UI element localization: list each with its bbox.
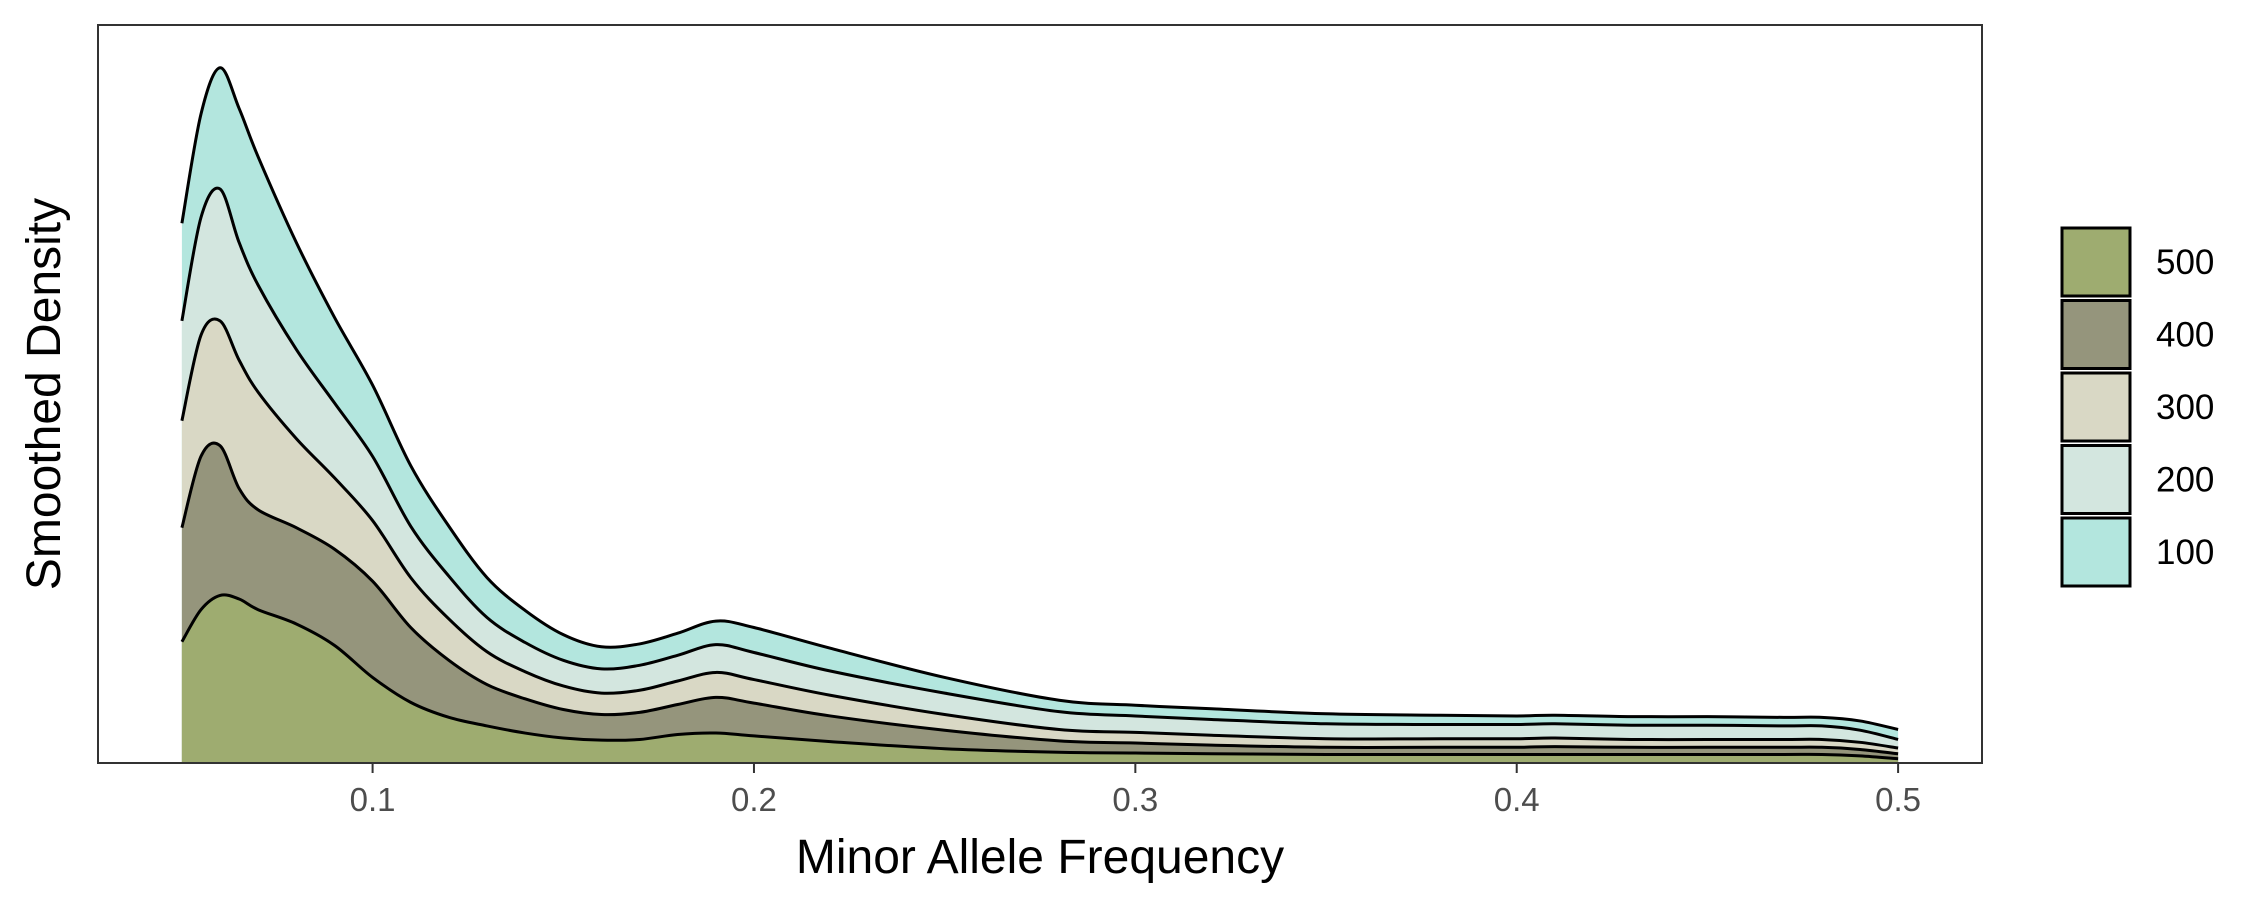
x-tick-label: 0.3 <box>1112 781 1158 818</box>
y-axis-title: Smoothed Density <box>18 198 71 590</box>
series-line-300 <box>180 317 1899 750</box>
legend-label-300: 300 <box>2156 388 2214 427</box>
x-tick-label: 0.1 <box>350 781 396 818</box>
x-tick-label: 0.4 <box>1494 781 1540 818</box>
legend-key-100 <box>2060 516 2132 588</box>
plot-panel-border <box>97 24 1983 764</box>
legend-key-300 <box>2060 371 2132 443</box>
legend-key-500 <box>2060 226 2132 298</box>
legend-label-200: 200 <box>2156 461 2214 500</box>
series-line-100 <box>180 66 1899 731</box>
x-axis: 0.1 0.2 0.3 0.4 0.5 <box>350 763 1921 818</box>
series-line-400 <box>180 441 1899 756</box>
series-line-500 <box>180 593 1899 761</box>
x-tick-label: 0.5 <box>1875 781 1921 818</box>
legend-label-100: 100 <box>2156 533 2214 572</box>
density-areas <box>180 66 1899 764</box>
legend-key-400 <box>2060 299 2132 370</box>
x-tick-label: 0.2 <box>731 781 777 818</box>
legend: 500 400 300 200 100 <box>2060 226 2214 588</box>
series-line-200 <box>180 186 1899 741</box>
legend-label-500: 500 <box>2156 243 2214 282</box>
legend-label-400: 400 <box>2156 316 2214 355</box>
area-500 <box>181 594 1899 763</box>
x-axis-title: Minor Allele Frequency <box>796 831 1284 884</box>
legend-key-200 <box>2060 444 2132 515</box>
